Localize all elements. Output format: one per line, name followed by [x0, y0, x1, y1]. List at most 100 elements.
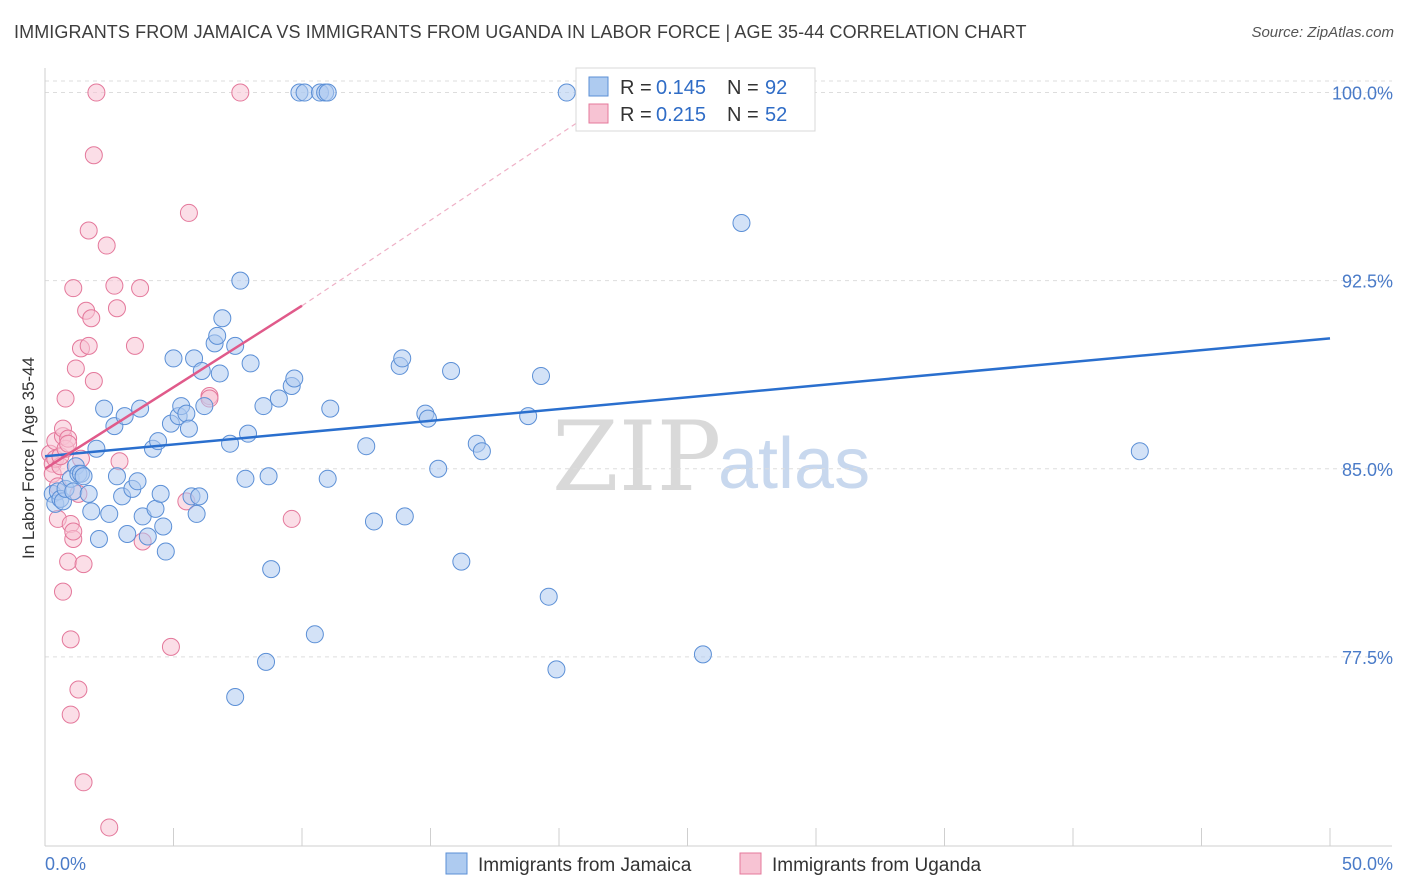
y-tick-label: 77.5% [1342, 648, 1393, 668]
jamaica-point [236, 469, 255, 488]
legend-r-value-uganda: 0.215 [656, 104, 706, 126]
tick-labels: 77.5% 85.0% 92.5% 100.0% 0.0% 50.0% [45, 84, 1393, 874]
legend-r-label-uganda: R = [620, 104, 652, 126]
uganda-point [53, 582, 72, 601]
jamaica-point [732, 213, 751, 232]
jamaica-point [539, 587, 558, 606]
uganda-point [56, 389, 75, 408]
uganda-point [64, 279, 83, 298]
jamaica-point [1130, 442, 1149, 461]
jamaica-point [64, 482, 83, 501]
jamaica-point [305, 625, 324, 644]
jamaica-point [208, 326, 227, 345]
jamaica-point [79, 484, 98, 503]
y-tick-label: 85.0% [1342, 460, 1393, 480]
jamaica-point [231, 271, 250, 290]
jamaica-point [179, 419, 198, 438]
y-tick-label: 100.0% [1332, 84, 1393, 104]
bottom-legend-swatch-uganda [739, 852, 762, 875]
legend-r-value-jamaica: 0.145 [656, 77, 706, 99]
jamaica-point [532, 366, 551, 385]
jamaica-point [318, 469, 337, 488]
uganda-point [84, 371, 103, 390]
uganda-point [110, 452, 129, 471]
jamaica-point [154, 517, 173, 536]
chart-title: IMMIGRANTS FROM JAMAICA VS IMMIGRANTS FR… [14, 22, 1027, 42]
jamaica-point [151, 484, 170, 503]
jamaica-point [156, 542, 175, 561]
uganda-point [107, 299, 126, 318]
bottom-legend-label-jamaica: Immigrants from Jamaica [478, 855, 692, 876]
x-tick-label-max: 50.0% [1342, 854, 1393, 874]
jamaica-point [187, 504, 206, 523]
y-tick-label: 92.5% [1342, 272, 1393, 292]
uganda-point [74, 773, 93, 792]
uganda-point [131, 279, 150, 298]
jamaica-point [285, 369, 304, 388]
jamaica-point [262, 560, 281, 579]
jamaica-point [393, 349, 412, 368]
uganda-point [61, 630, 80, 649]
uganda-point [59, 552, 78, 571]
uganda-point [66, 359, 85, 378]
jamaica-point [295, 83, 314, 102]
legend-n-value-uganda: 52 [765, 104, 787, 126]
jamaica-point [82, 502, 101, 521]
uganda-point [82, 309, 101, 328]
jamaica-point [118, 524, 137, 543]
legend-swatch-uganda [588, 103, 609, 124]
jamaica-point [418, 409, 437, 428]
jamaica-point [74, 467, 93, 486]
jamaica-trend-line [44, 337, 1331, 458]
jamaica-point [128, 472, 147, 491]
jamaica-point [107, 467, 126, 486]
source-label: Source: ZipAtlas.com [1251, 24, 1394, 41]
uganda-trend-line [44, 304, 303, 470]
uganda-point [97, 236, 116, 255]
jamaica-point [321, 399, 340, 418]
jamaica-point [87, 439, 106, 458]
uganda-point [84, 146, 103, 165]
y-axis-label: In Labor Force | Age 35-44 [19, 357, 38, 559]
uganda-point [231, 83, 250, 102]
bottom-legend-swatch-jamaica [445, 852, 468, 875]
stats-legend: R = 0.145 N = 92 R = 0.215 N = 52 [575, 67, 816, 132]
jamaica-point [190, 487, 209, 506]
uganda-point [59, 434, 78, 453]
uganda-point [74, 555, 93, 574]
jamaica-point [364, 512, 383, 531]
trend-lines [44, 117, 1331, 470]
jamaica-points [43, 83, 1149, 707]
jamaica-point [259, 467, 278, 486]
jamaica-point [452, 552, 471, 571]
jamaica-point [557, 83, 576, 102]
jamaica-point [318, 83, 337, 102]
jamaica-point [269, 389, 288, 408]
jamaica-point [357, 437, 376, 456]
jamaica-point [442, 361, 461, 380]
jamaica-point [164, 349, 183, 368]
watermark-zip: ZIP [552, 401, 721, 513]
x-tick-label-min: 0.0% [45, 854, 86, 874]
jamaica-point [177, 404, 196, 423]
jamaica-point [213, 309, 232, 328]
jamaica-point [100, 504, 119, 523]
jamaica-point [210, 364, 229, 383]
jamaica-point [254, 397, 273, 416]
jamaica-point [547, 660, 566, 679]
uganda-point [79, 221, 98, 240]
jamaica-point [241, 354, 260, 373]
series-legend: Immigrants from Jamaica Immigrants from … [445, 852, 982, 876]
uganda-point [179, 203, 198, 222]
uganda-point [125, 336, 144, 355]
uganda-point [161, 637, 180, 656]
jamaica-point [89, 530, 108, 548]
legend-n-value-jamaica: 92 [765, 77, 787, 99]
jamaica-point [395, 507, 414, 526]
uganda-points [41, 83, 301, 837]
jamaica-point [472, 442, 491, 461]
legend-n-label-uganda: N = [727, 104, 759, 126]
uganda-point [61, 705, 80, 724]
uganda-point [105, 276, 124, 295]
